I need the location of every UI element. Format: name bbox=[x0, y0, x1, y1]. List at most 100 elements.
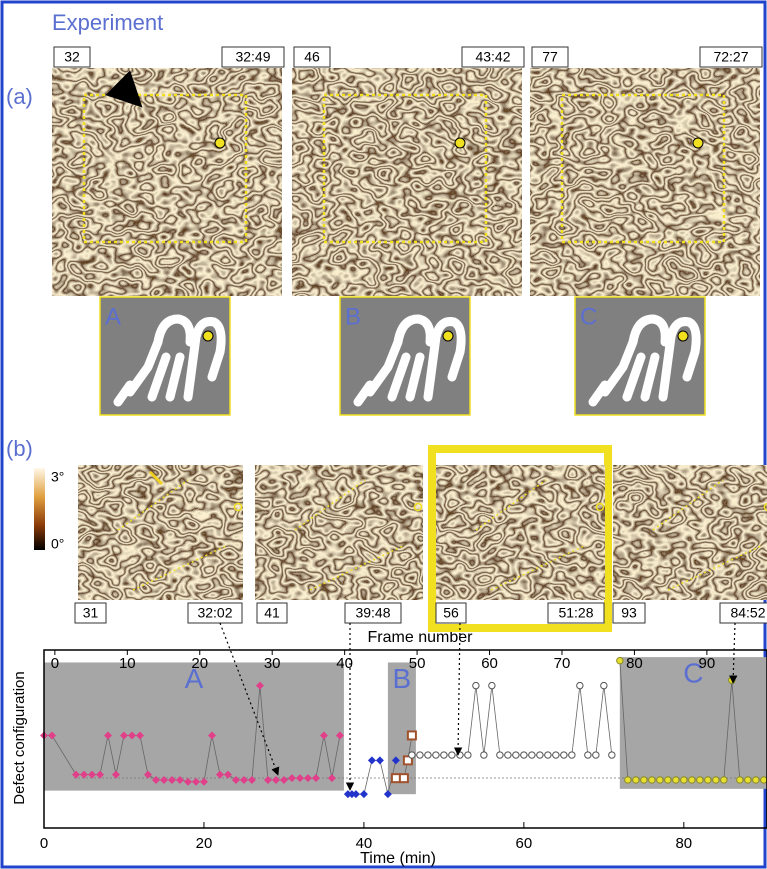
data-point bbox=[223, 770, 232, 779]
data-point bbox=[239, 775, 248, 784]
chart: A B C 0 20 40 60 80 0 10 20 30 40 50 60 70 80 90 Time (min… bbox=[11, 629, 767, 867]
data-point bbox=[432, 751, 440, 759]
data-point bbox=[135, 731, 144, 740]
frame-label: 39:48 bbox=[355, 605, 390, 621]
x2-tick-label: 80 bbox=[626, 655, 643, 672]
data-point bbox=[456, 751, 464, 759]
data-point bbox=[704, 776, 712, 784]
x2-tick-label: 50 bbox=[409, 655, 426, 672]
defect-dot bbox=[595, 502, 605, 512]
data-point bbox=[383, 790, 392, 799]
defect-dot bbox=[692, 137, 704, 149]
data-point bbox=[536, 751, 544, 759]
data-point bbox=[295, 774, 304, 783]
frame-label: 46 bbox=[304, 49, 320, 65]
x2-tick-label: 0 bbox=[51, 655, 59, 672]
section-title: Experiment bbox=[52, 10, 163, 35]
data-point bbox=[247, 775, 256, 784]
label-box bbox=[293, 46, 331, 68]
region-label: B bbox=[393, 663, 412, 694]
data-point bbox=[47, 731, 56, 740]
data-point bbox=[608, 751, 616, 759]
data-point bbox=[480, 751, 488, 759]
label-box bbox=[612, 602, 646, 624]
frame-label: 51:28 bbox=[558, 605, 593, 621]
frame-label: 93 bbox=[621, 605, 637, 621]
data-point bbox=[688, 776, 696, 784]
x-tick-label: 80 bbox=[675, 835, 692, 852]
data-point bbox=[335, 731, 344, 740]
data-point bbox=[402, 755, 413, 766]
stripe bbox=[622, 352, 646, 402]
data-point bbox=[207, 731, 216, 740]
data-point bbox=[327, 774, 336, 783]
label-box bbox=[187, 602, 243, 624]
data-point bbox=[464, 751, 472, 759]
stripe bbox=[183, 317, 226, 402]
data-point bbox=[512, 751, 520, 759]
data-point bbox=[488, 681, 496, 690]
data-point bbox=[672, 776, 680, 784]
data-point bbox=[560, 751, 568, 759]
region-outline bbox=[475, 479, 587, 591]
connector-arrow bbox=[729, 622, 738, 684]
colorbar-min: 0° bbox=[51, 536, 64, 552]
frame-label: 72:27 bbox=[713, 49, 748, 65]
afm-image bbox=[292, 68, 522, 296]
label-box bbox=[461, 46, 525, 68]
data-point bbox=[263, 775, 272, 784]
label-box bbox=[221, 46, 285, 68]
data-point bbox=[143, 770, 152, 779]
data-point bbox=[576, 681, 584, 690]
y-axis-label: Defect configuration bbox=[11, 671, 28, 804]
data-point bbox=[191, 777, 200, 786]
defect-dot bbox=[442, 330, 454, 342]
data-point bbox=[744, 776, 752, 784]
stripe bbox=[147, 352, 171, 402]
label-box bbox=[719, 602, 767, 624]
schematic-stripes bbox=[353, 314, 466, 407]
defect-dot bbox=[202, 330, 214, 342]
region-label: C bbox=[683, 658, 703, 689]
data-point bbox=[319, 731, 328, 740]
panel-label: (a) bbox=[6, 84, 33, 109]
stripe bbox=[600, 314, 670, 397]
data-point bbox=[592, 751, 600, 759]
x-tick-label: 0 bbox=[40, 835, 48, 852]
data-point bbox=[71, 770, 80, 779]
data-point bbox=[375, 756, 384, 765]
data-point bbox=[127, 731, 136, 740]
panel-label: (b) bbox=[6, 436, 33, 461]
data-point bbox=[448, 751, 456, 759]
arrow bbox=[105, 70, 143, 108]
stripe bbox=[588, 380, 610, 407]
data-point bbox=[199, 777, 208, 786]
frame-label: 41 bbox=[264, 605, 280, 621]
data-point bbox=[406, 730, 417, 741]
frame-label: 32:02 bbox=[197, 605, 232, 621]
data-point bbox=[231, 775, 240, 784]
label-box bbox=[547, 602, 605, 624]
x2-tick-label: 60 bbox=[481, 655, 498, 672]
stripe bbox=[365, 314, 435, 397]
stripe bbox=[387, 352, 411, 402]
data-point bbox=[504, 751, 512, 759]
region bbox=[619, 657, 767, 789]
frame-label: 77 bbox=[542, 49, 558, 65]
afm-image bbox=[613, 465, 767, 600]
data-point bbox=[367, 756, 376, 765]
data-point bbox=[496, 751, 504, 759]
data-point bbox=[640, 776, 648, 784]
defect-dot bbox=[233, 502, 243, 512]
data-point bbox=[398, 773, 409, 784]
label-box bbox=[53, 46, 91, 68]
data-point bbox=[95, 770, 104, 779]
data-point bbox=[624, 776, 632, 784]
region bbox=[44, 662, 344, 791]
plot-frame bbox=[43, 649, 767, 829]
data-point bbox=[584, 751, 592, 759]
x2-tick-label: 30 bbox=[264, 655, 281, 672]
data-point bbox=[720, 776, 728, 784]
region-outline bbox=[322, 93, 488, 244]
